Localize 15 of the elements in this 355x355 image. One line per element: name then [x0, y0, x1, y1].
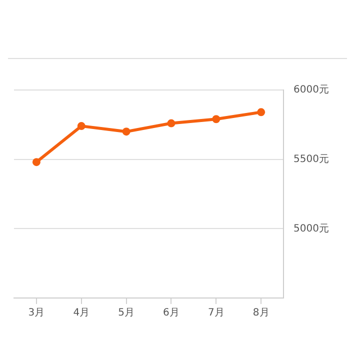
x-tick-label: 4月 [73, 308, 90, 319]
point [212, 115, 220, 124]
point [32, 158, 40, 166]
point [77, 122, 86, 130]
point [257, 108, 266, 116]
x-tick-label: 7月 [208, 308, 224, 319]
x-tick-label: 6月 [163, 308, 180, 319]
y-tick-label: 5500元 [294, 154, 330, 165]
x-tick-label: 5月 [118, 308, 134, 319]
point [122, 128, 130, 136]
y-tick-label: 6000元 [294, 84, 330, 96]
x-tick-label: 8月 [252, 308, 270, 319]
point [167, 119, 176, 128]
x-tick-label: 3月 [28, 308, 45, 319]
y-tick-label: 5000元 [294, 223, 330, 234]
